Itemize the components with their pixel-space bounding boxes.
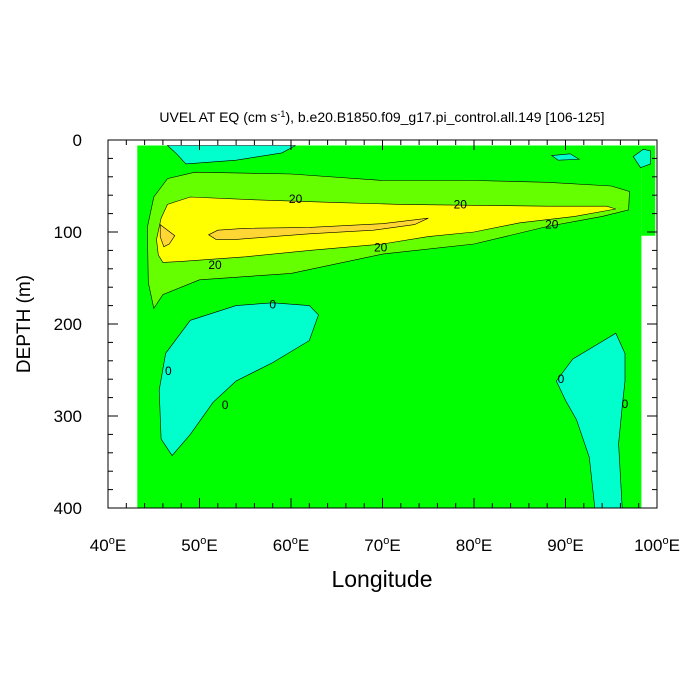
y-tick-label: 200 <box>54 315 82 334</box>
contour-region-negative <box>555 332 626 509</box>
y-tick-label: 0 <box>73 131 82 150</box>
x-tick-label: 100oE <box>634 535 680 555</box>
x-tick-label: 60oE <box>273 535 309 555</box>
y-tick-label: 400 <box>54 499 82 518</box>
contour-label: 0 <box>558 372 565 386</box>
title-unit-exponent: -1 <box>277 109 285 119</box>
contour-region-thirty-plus <box>207 217 429 240</box>
contour-regions <box>137 145 656 509</box>
y-tick-label: 300 <box>54 407 82 426</box>
contour-region-negative <box>550 153 581 161</box>
x-tick-label: 50oE <box>181 535 217 555</box>
x-tick-label: 40oE <box>90 535 126 555</box>
title-rest: ), b.e20.B1850.f09_g17.pi_control.all.14… <box>285 109 604 125</box>
chart-title: UVEL AT EQ (cm s-1), b.e20.B1850.f09_g17… <box>159 109 604 125</box>
contour-label: 0 <box>222 398 229 412</box>
contour-label: 20 <box>374 241 388 255</box>
contour-label: 0 <box>165 364 172 378</box>
axis-tick-labels: 40oE 50oE 60oE 70oE 80oE 90oE 100oE01002003004… <box>54 131 680 555</box>
contour-labels: 20 20 20 20 20 0 0 0 0 0 <box>165 192 629 412</box>
contour-region-twenty-to-30 <box>156 196 616 263</box>
x-tick-label: 80oE <box>456 535 492 555</box>
contour-label: 0 <box>622 397 629 411</box>
contour-label: 20 <box>289 192 303 206</box>
contour-region-negative <box>158 302 319 457</box>
x-axis-title: Longitude <box>331 566 432 592</box>
contour-region-negative <box>632 148 651 168</box>
y-axis-title: DEPTH (m) <box>14 275 35 373</box>
axis-ticks <box>107 139 658 509</box>
contour-region-zero-to-10 <box>641 145 656 236</box>
contour-label: 20 <box>454 197 468 211</box>
contour-label: 20 <box>545 218 559 232</box>
contour-label: 20 <box>208 258 222 272</box>
x-tick-label: 90oE <box>547 535 583 555</box>
contour-label: 0 <box>269 298 276 312</box>
x-tick-label: 70oE <box>364 535 400 555</box>
contour-region-thirty-plus <box>159 223 176 248</box>
contour-region-negative <box>166 145 296 165</box>
y-tick-label: 100 <box>54 223 82 242</box>
